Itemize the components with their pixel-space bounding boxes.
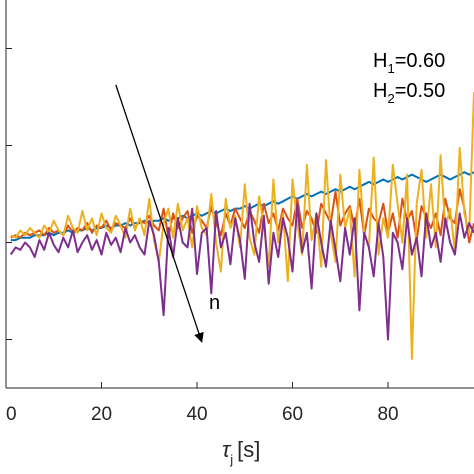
hurst-annotation: H1=0.60 H2=0.50 — [373, 50, 445, 106]
x-tick-label-3: 40 — [186, 404, 207, 425]
y-ticks — [6, 48, 12, 340]
n-arrow — [115, 84, 204, 343]
series-group — [9, 92, 474, 360]
x-axis-label: τj [s] — [222, 437, 260, 467]
h2-annotation: H2=0.50 — [373, 80, 445, 106]
arrow-label: n — [209, 292, 220, 314]
x-tick-label-4: 60 — [282, 404, 303, 425]
x-tick-label-1: 0 — [6, 404, 17, 425]
h1-annotation: H1=0.60 — [373, 50, 445, 76]
series-line-3 — [10, 92, 474, 360]
series-line-4 — [9, 202, 474, 341]
x-ticks: 0 20 40 60 80 — [5, 382, 399, 425]
x-tick-label-2: 20 — [91, 404, 112, 425]
x-tick-label-5: 80 — [377, 404, 398, 425]
